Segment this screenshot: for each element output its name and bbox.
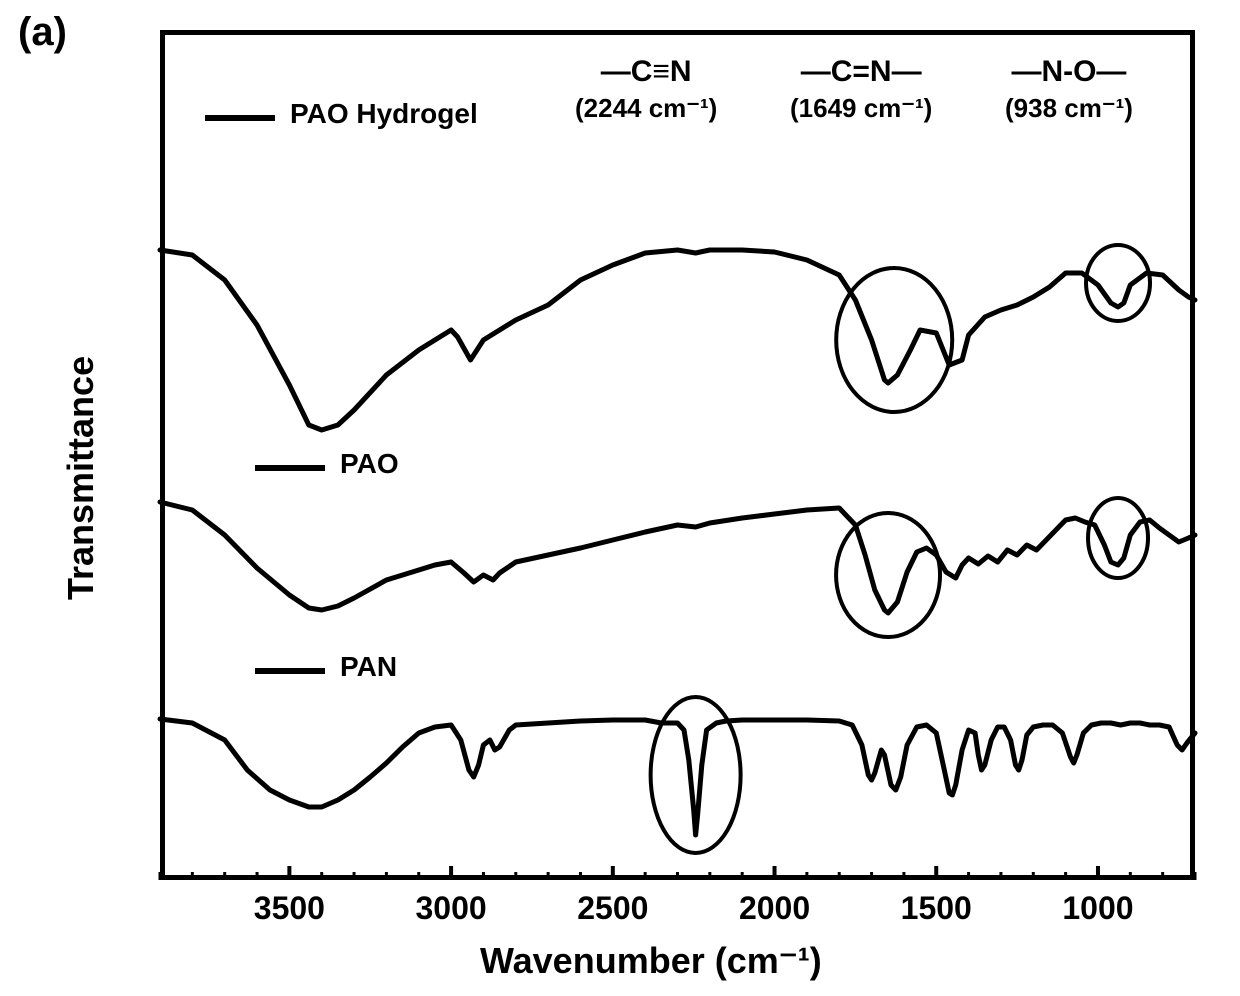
x-axis-label: Wavenumber (cm⁻¹) [480, 940, 822, 982]
x-tick-label: 1500 [891, 890, 981, 927]
legend-text-pan: PAN [340, 651, 397, 683]
legend-text-pao: PAO [340, 448, 399, 480]
peak-symbol: —C=N— [790, 55, 932, 89]
plot-svg [0, 0, 1240, 996]
legend-line-pao-hydrogel [205, 115, 275, 121]
x-tick-label: 2500 [568, 890, 658, 927]
x-tick-label: 2000 [730, 890, 820, 927]
legend-text-pao-hydrogel: PAO Hydrogel [290, 98, 478, 130]
x-tick-label: 3000 [406, 890, 496, 927]
peak-value: (938 cm⁻¹) [1005, 93, 1133, 124]
peak-value: (2244 cm⁻¹) [575, 93, 717, 124]
peak-annot-no: —N-O— (938 cm⁻¹) [1005, 55, 1133, 124]
peak-value: (1649 cm⁻¹) [790, 93, 932, 124]
peak-annot-cn-double: —C=N— (1649 cm⁻¹) [790, 55, 932, 124]
y-axis-label: Transmittance [60, 356, 102, 600]
peak-symbol: —C≡N [575, 55, 717, 89]
peak-symbol: —N-O— [1005, 55, 1133, 89]
ftir-figure: (a) 350030002500200015001000 Wavenumber … [0, 0, 1240, 996]
peak-annot-cn-triple: —C≡N (2244 cm⁻¹) [575, 55, 717, 124]
legend-line-pao [255, 465, 325, 471]
x-tick-label: 1000 [1053, 890, 1143, 927]
legend-line-pan [255, 668, 325, 674]
x-tick-label: 3500 [244, 890, 334, 927]
